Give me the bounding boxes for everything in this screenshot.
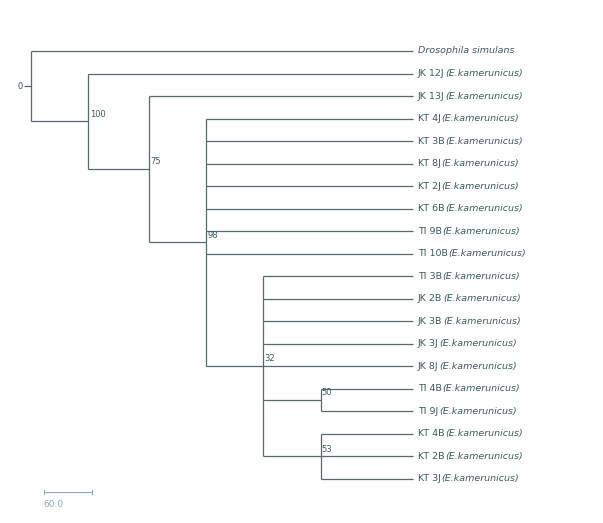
- Text: TI 3B: TI 3B: [418, 271, 445, 281]
- Text: (E.kamerunicus): (E.kamerunicus): [441, 114, 519, 123]
- Text: 75: 75: [150, 157, 161, 166]
- Text: 32: 32: [265, 355, 275, 363]
- Text: (E.kamerunicus): (E.kamerunicus): [443, 294, 520, 303]
- Text: TI 9J: TI 9J: [418, 407, 441, 416]
- Text: (E.kamerunicus): (E.kamerunicus): [445, 92, 523, 100]
- Text: (E.kamerunicus): (E.kamerunicus): [440, 362, 517, 371]
- Text: TI 10B: TI 10B: [418, 249, 451, 258]
- Text: (E.kamerunicus): (E.kamerunicus): [445, 204, 523, 213]
- Text: (E.kamerunicus): (E.kamerunicus): [445, 137, 523, 145]
- Text: 0: 0: [17, 82, 23, 90]
- Text: JK 12J: JK 12J: [418, 69, 447, 78]
- Text: TI 4B: TI 4B: [418, 384, 445, 393]
- Text: JK 13J: JK 13J: [418, 92, 447, 100]
- Text: (E.kamerunicus): (E.kamerunicus): [439, 407, 517, 416]
- Text: KT 2J: KT 2J: [418, 181, 444, 190]
- Text: (E.kamerunicus): (E.kamerunicus): [445, 69, 523, 78]
- Text: JK 8J: JK 8J: [418, 362, 441, 371]
- Text: (E.kamerunicus): (E.kamerunicus): [448, 249, 526, 258]
- Text: KT 4B: KT 4B: [418, 429, 447, 438]
- Text: Drosophila simulans: Drosophila simulans: [418, 47, 514, 55]
- Text: JK 2B: JK 2B: [418, 294, 445, 303]
- Text: (E.kamerunicus): (E.kamerunicus): [443, 384, 520, 393]
- Text: (E.kamerunicus): (E.kamerunicus): [445, 429, 523, 438]
- Text: JK 3B: JK 3B: [418, 316, 445, 326]
- Text: JK 3J: JK 3J: [418, 339, 441, 348]
- Text: 98: 98: [207, 231, 218, 240]
- Text: 50: 50: [322, 388, 332, 397]
- Text: (E.kamerunicus): (E.kamerunicus): [443, 271, 520, 281]
- Text: KT 3J: KT 3J: [418, 474, 444, 483]
- Text: KT 8J: KT 8J: [418, 159, 444, 168]
- Text: (E.kamerunicus): (E.kamerunicus): [445, 452, 523, 461]
- Text: KT 2B: KT 2B: [418, 452, 447, 461]
- Text: KT 3B: KT 3B: [418, 137, 447, 145]
- Text: TI 9B: TI 9B: [418, 226, 445, 235]
- Text: (E.kamerunicus): (E.kamerunicus): [441, 159, 519, 168]
- Text: 100: 100: [90, 110, 106, 119]
- Text: KT 6B: KT 6B: [418, 204, 447, 213]
- Text: (E.kamerunicus): (E.kamerunicus): [442, 474, 520, 483]
- Text: (E.kamerunicus): (E.kamerunicus): [443, 316, 521, 326]
- Text: KT 4J: KT 4J: [418, 114, 444, 123]
- Text: 60.0: 60.0: [44, 500, 64, 509]
- Text: (E.kamerunicus): (E.kamerunicus): [441, 181, 519, 190]
- Text: 53: 53: [322, 445, 332, 453]
- Text: (E.kamerunicus): (E.kamerunicus): [443, 226, 520, 235]
- Text: (E.kamerunicus): (E.kamerunicus): [440, 339, 517, 348]
